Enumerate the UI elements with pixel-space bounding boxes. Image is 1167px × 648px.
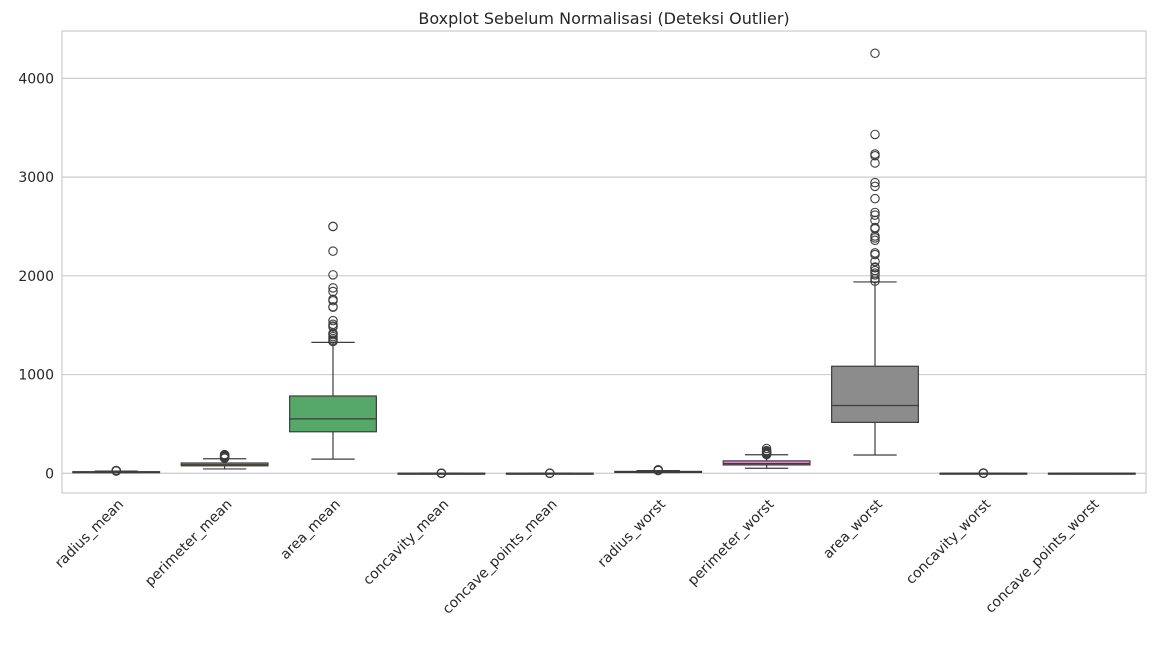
outlier-point — [545, 468, 555, 478]
outlier-point — [870, 222, 880, 233]
x-tick-label: area_mean — [277, 497, 343, 563]
outlier-point — [870, 248, 880, 258]
plot-frame — [61, 30, 1147, 494]
outlier-point — [870, 177, 880, 188]
y-tick-label: 0 — [45, 466, 54, 482]
y-tick-label: 1000 — [18, 368, 54, 384]
x-tick-label: radius_mean — [52, 497, 127, 572]
y-axis: 0 1000 2000 3000 4000 — [18, 71, 54, 482]
x-tick-label: concave_points_worst — [983, 496, 1103, 616]
box-group-concave_points_worst — [1047, 472, 1136, 475]
x-tick-label: concavity_worst — [903, 496, 995, 588]
x-axis: radius_mean perimeter_mean area_mean concav… — [52, 496, 1103, 617]
outlier-point — [328, 221, 338, 232]
box — [722, 460, 811, 466]
outlier-point — [870, 158, 880, 168]
x-tick-label: concavity_mean — [360, 497, 452, 589]
box-group-perimeter_mean — [180, 449, 269, 470]
chart-title: Boxplot Sebelum Normalisasi (Deteksi Out… — [418, 9, 789, 28]
box-group-area_mean — [289, 221, 377, 460]
outlier-point — [328, 246, 338, 256]
box-group-perimeter_worst — [722, 443, 811, 469]
grid — [62, 77, 1146, 474]
outlier-point — [219, 449, 230, 460]
y-tick-label: 2000 — [18, 269, 54, 285]
outlier-point — [870, 207, 880, 218]
x-tick-label: concave_points_mean — [440, 497, 561, 618]
box-group-radius_worst — [614, 464, 703, 476]
outlier-point — [328, 319, 338, 330]
outlier-point — [870, 48, 880, 59]
box-group-radius_mean — [72, 465, 161, 476]
box-group-concave_points_mean — [505, 468, 594, 478]
outlier-point — [653, 464, 663, 475]
outlier-point — [328, 286, 338, 297]
plot-area — [72, 48, 1136, 478]
box — [289, 395, 377, 433]
outlier-point — [870, 181, 880, 192]
box — [831, 365, 919, 423]
outlier-point — [328, 315, 338, 326]
outlier-point — [870, 235, 880, 246]
outlier-point — [870, 129, 880, 140]
outlier-point — [870, 262, 880, 272]
outlier-point — [328, 302, 338, 312]
box-group-concavity_mean — [397, 468, 486, 478]
outlier-point — [328, 270, 338, 280]
box-group-area_worst — [831, 48, 919, 456]
y-tick-label: 3000 — [18, 170, 54, 186]
outlier-point — [436, 468, 447, 478]
outlier-point — [761, 443, 772, 454]
x-tick-label: perimeter_worst — [685, 496, 778, 589]
outlier-point — [870, 149, 880, 159]
outlier-point — [870, 268, 880, 278]
outlier-point — [111, 465, 121, 476]
x-tick-label: area_worst — [820, 496, 886, 562]
x-tick-label: perimeter_mean — [142, 497, 235, 590]
outlier-point — [978, 468, 989, 478]
outlier-point — [870, 193, 880, 204]
outlier-point — [870, 265, 880, 276]
box-group-concavity_worst — [939, 468, 1028, 478]
outlier-point — [870, 210, 880, 220]
y-tick-label: 4000 — [18, 71, 54, 87]
x-tick-label: radius_worst — [595, 496, 669, 570]
outlier-point — [328, 283, 338, 293]
